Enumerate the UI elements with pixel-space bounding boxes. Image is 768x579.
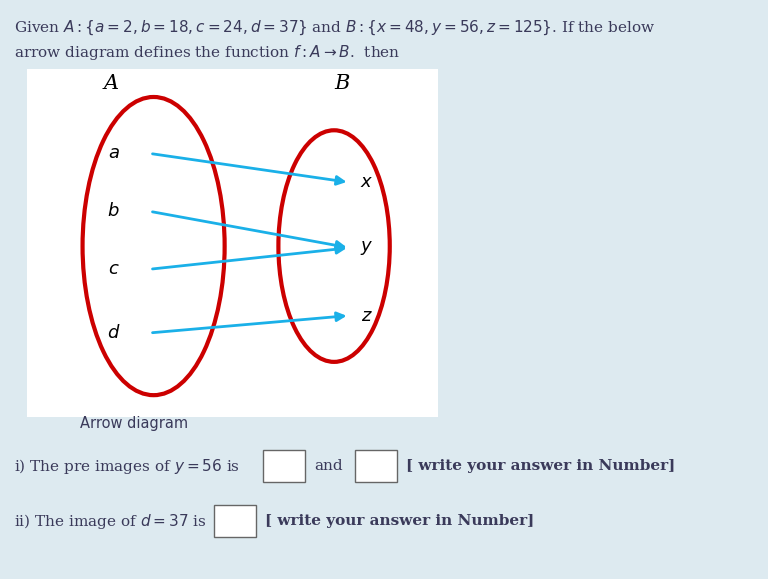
Text: ii) The image of $d = 37$ is: ii) The image of $d = 37$ is	[14, 512, 207, 530]
Text: $c$: $c$	[108, 260, 120, 278]
Text: arrow diagram defines the function $f: A \rightarrow B$.  then: arrow diagram defines the function $f: A…	[14, 43, 400, 63]
Text: $d$: $d$	[107, 324, 121, 342]
Text: i) The pre images of $y = 56$ is: i) The pre images of $y = 56$ is	[14, 457, 240, 475]
Ellipse shape	[83, 97, 224, 395]
Text: Given $A : \{a = 2, b = 18, c = 24, d = 37\}$ and $B : \{x = 48, y = 56, z = 125: Given $A : \{a = 2, b = 18, c = 24, d = …	[14, 19, 655, 37]
Text: B: B	[334, 75, 349, 93]
Text: $z$: $z$	[361, 306, 373, 325]
Text: [ write your answer in Number]: [ write your answer in Number]	[406, 459, 676, 473]
Text: $y$: $y$	[360, 239, 374, 257]
FancyBboxPatch shape	[214, 505, 256, 537]
FancyBboxPatch shape	[355, 450, 397, 482]
Text: [ write your answer in Number]: [ write your answer in Number]	[265, 514, 535, 528]
Text: $b$: $b$	[108, 202, 120, 221]
Text: $x$: $x$	[360, 173, 374, 192]
Bar	[27, 69, 438, 417]
Text: Arrow diagram: Arrow diagram	[81, 416, 188, 431]
Text: A: A	[104, 75, 119, 93]
FancyBboxPatch shape	[263, 450, 305, 482]
Text: and: and	[314, 459, 343, 473]
Text: $a$: $a$	[108, 144, 120, 163]
Ellipse shape	[278, 130, 389, 362]
